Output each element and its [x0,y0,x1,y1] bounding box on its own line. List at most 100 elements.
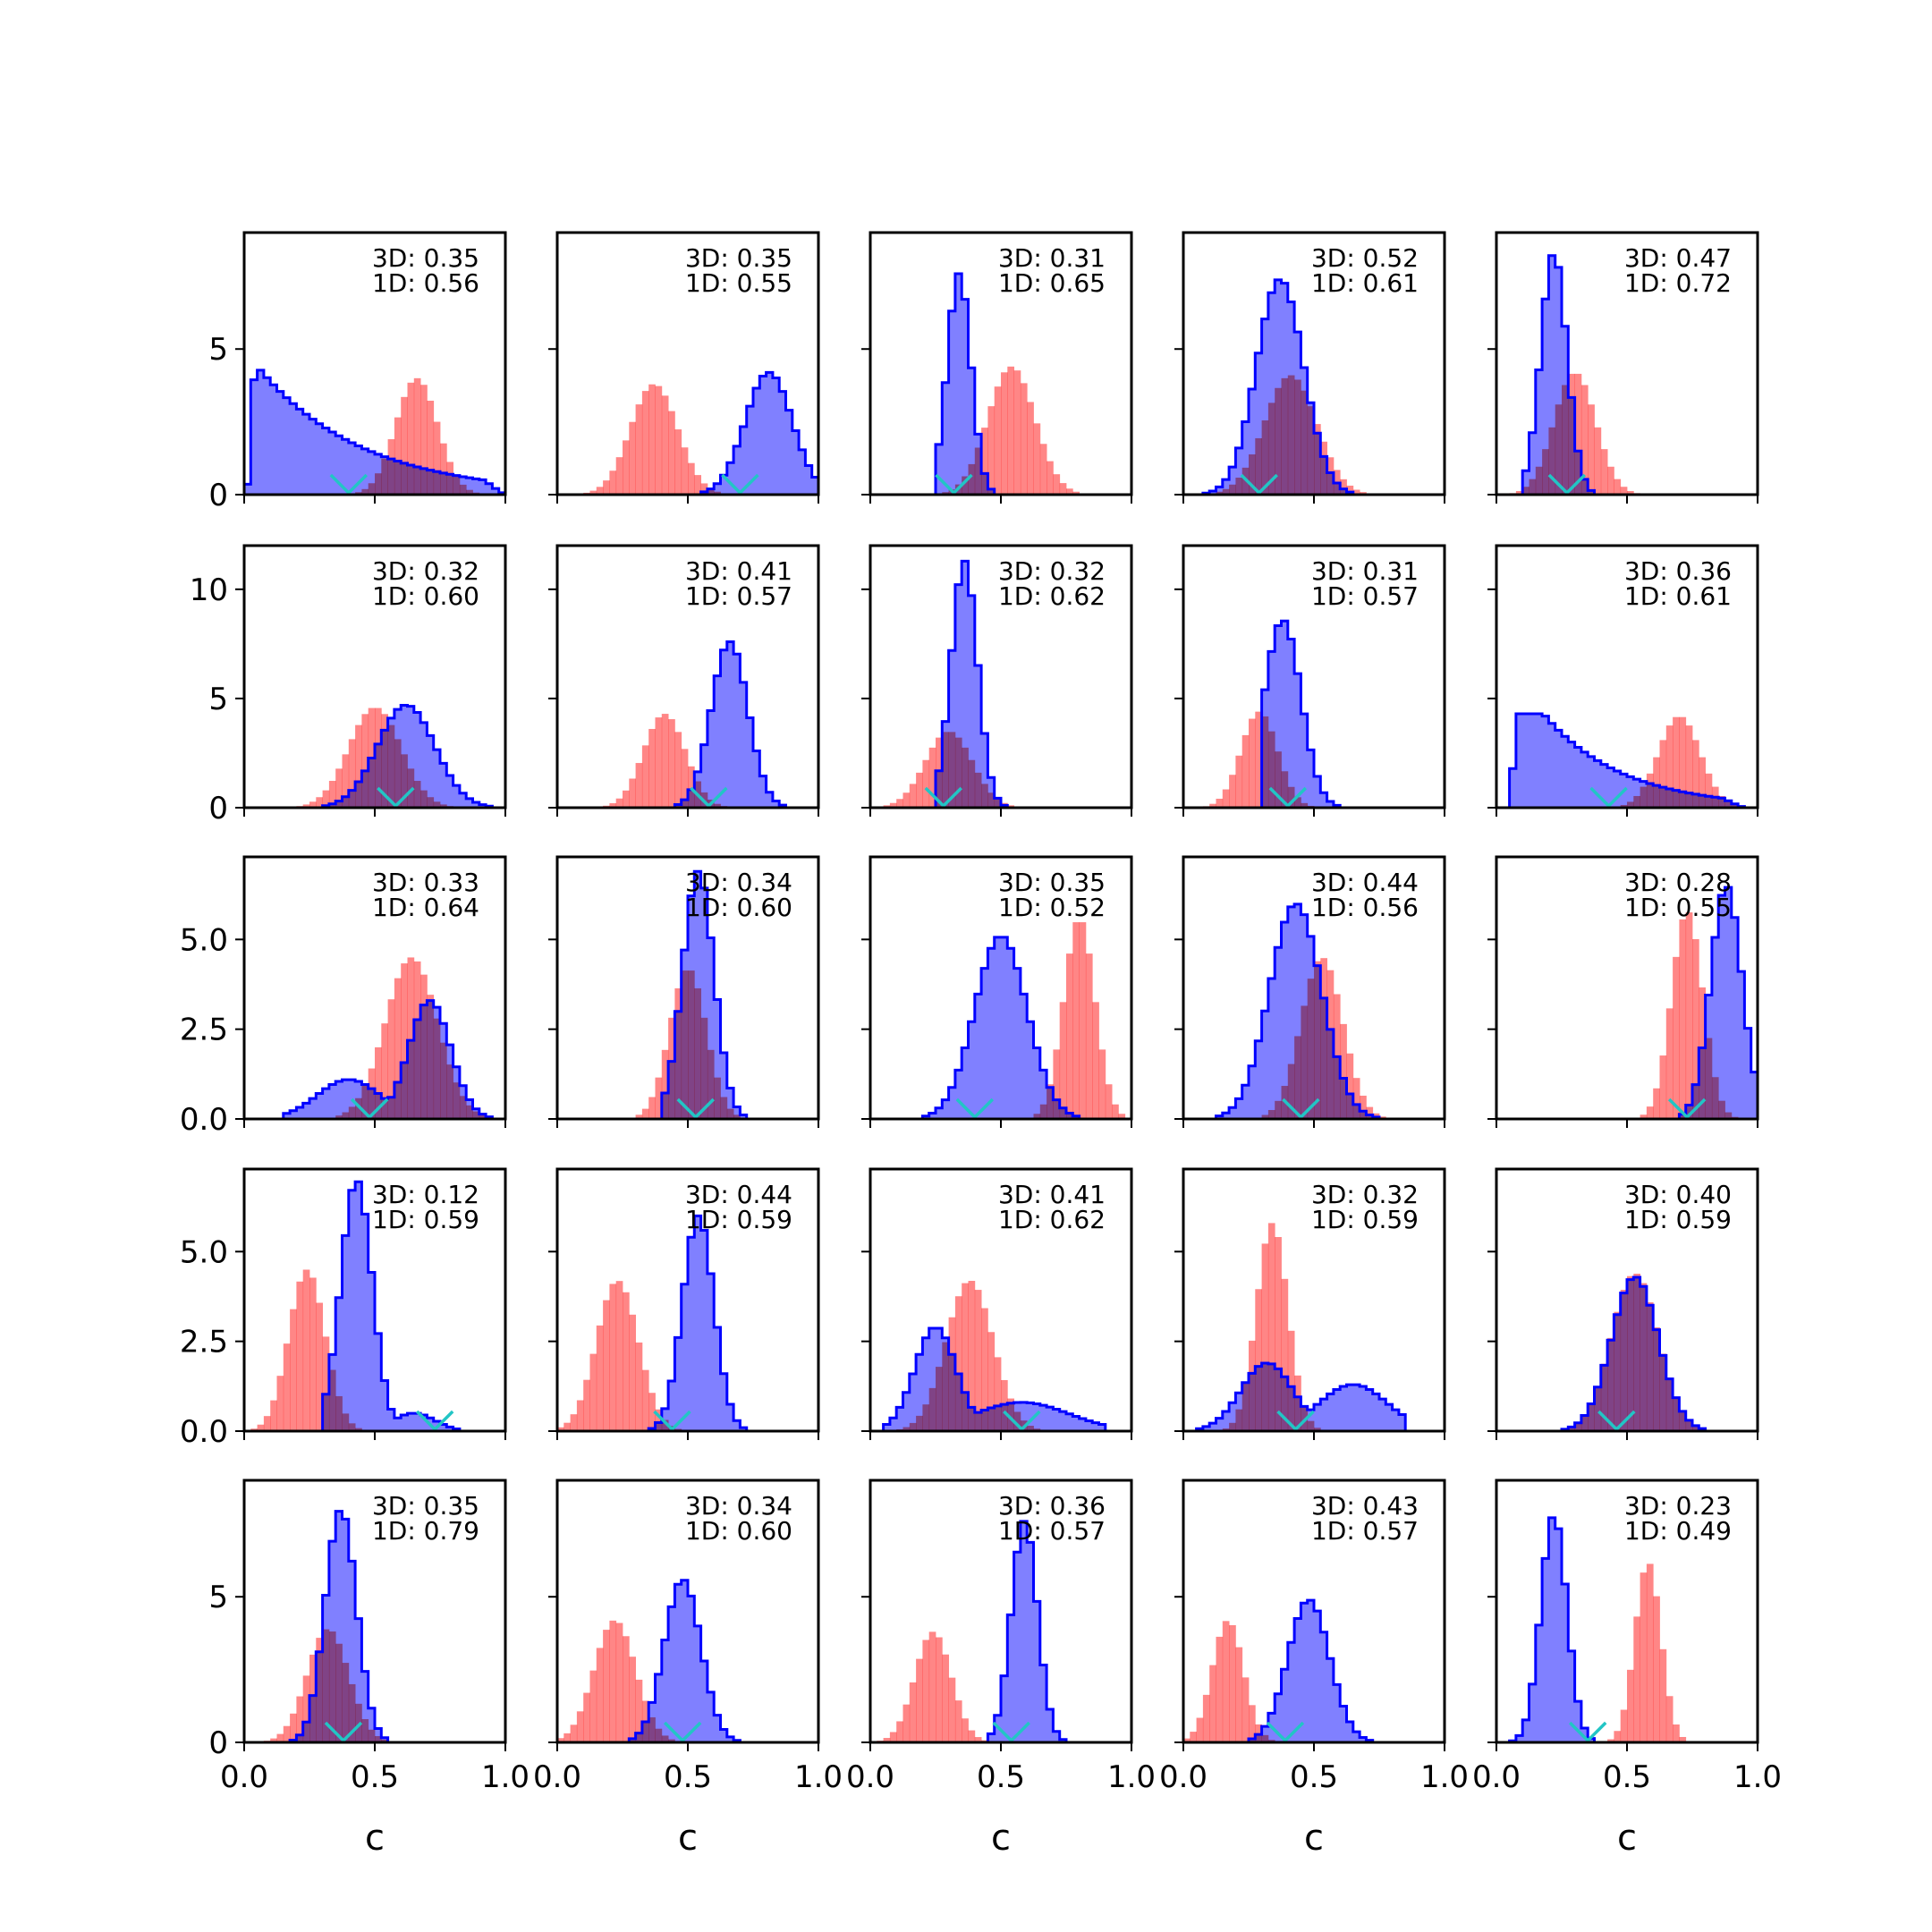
series-3d-outline [870,1326,1131,1431]
bar-1d [1673,716,1680,808]
annotation-1d: 1D: 0.59 [1311,1205,1419,1234]
bar-1d [707,488,715,495]
bar-1d [342,754,350,808]
bar-1d [361,1085,369,1119]
bar-1d [596,1325,604,1431]
bar-1d [948,1317,956,1431]
bar-1d [270,1738,277,1742]
bar-1d [387,999,395,1119]
bar-1d [1294,797,1301,808]
bar-1d [916,1658,923,1742]
bar-1d [302,1269,310,1431]
annotation-1d: 1D: 0.55 [1624,893,1732,922]
bar-1d [1209,803,1216,808]
bar-1d [655,717,663,808]
bar-1d [1307,406,1315,495]
bar-1d [355,1097,362,1119]
bar-1d [302,804,310,808]
y-tick-label: 5 [208,1580,228,1615]
bar-1d [1301,390,1309,495]
x-tick-label: 0.0 [846,1759,894,1795]
series-3d-outline [557,869,818,1119]
x-tick-label: 1.0 [1420,1759,1469,1795]
bar-1d [596,487,604,495]
bar-1d [1679,1411,1687,1431]
plot-area [557,869,818,1119]
bar-1d [609,803,617,808]
bar-1d [1685,912,1693,1119]
bar-1d [674,429,682,495]
bar-1d [342,1663,350,1742]
bar-1d [668,1739,675,1742]
bar-1d [564,1422,571,1431]
bar-1d [981,1308,988,1431]
bar-1d [1640,786,1648,808]
annotation-1d: 1D: 0.64 [372,893,479,922]
series-3d-outline [557,1579,818,1742]
bar-1d [440,1042,447,1119]
bar-1d [1202,1694,1210,1742]
bar-1d [589,1670,597,1742]
bar-1d [1059,483,1067,495]
bar-1d [1216,798,1224,808]
bar-1d [1196,1717,1204,1742]
bar-1d [1046,1084,1054,1119]
bar-1d [936,737,943,808]
bar-1d [974,1290,982,1431]
bar-1d [668,1017,675,1119]
bar-1d [994,799,1002,808]
bar-1d [394,978,402,1119]
bar-1d [1294,379,1301,495]
marker-chevron [1589,786,1628,808]
bar-1d [413,377,421,495]
bar-1d [466,1105,473,1119]
bar-1d [1614,1311,1622,1431]
bar-1d [962,1718,969,1742]
series-3d-fill [557,641,818,808]
plot-area [244,1180,505,1431]
bar-1d [954,737,962,808]
bar-1d [1614,1731,1622,1742]
bar-1d [1261,1243,1269,1431]
bar-1d [942,1654,949,1742]
bar-1d [1235,1409,1243,1431]
marker-chevron [663,1721,702,1742]
bar-1d [1222,1621,1230,1742]
bar-1d [962,747,969,808]
x-tick-label: 0.5 [977,1759,1025,1795]
bar-1d [342,1112,350,1119]
y-tick-label: 0.0 [180,1102,228,1138]
annotation-1d: 1D: 0.59 [372,1205,479,1234]
bar-1d [922,1640,930,1742]
bar-1d [1588,1402,1595,1431]
bar-1d [453,1082,461,1119]
bar-1d [1352,1078,1360,1119]
series-3d-outline [1183,1361,1445,1431]
x-tick-label: 1.0 [794,1759,843,1795]
annotation-1d: 1D: 0.65 [998,268,1106,298]
x-tick-label: 0.0 [1159,1759,1208,1795]
annotation-1d: 1D: 0.61 [1624,581,1732,611]
bar-1d [974,772,982,808]
annotation-1d: 1D: 0.56 [1311,893,1419,922]
bar-1d [623,1292,630,1431]
bar-1d [1705,1038,1713,1119]
bar-1d [883,1738,891,1742]
plot-area [1183,619,1445,808]
bar-1d [942,732,949,808]
bar-1d [290,1713,297,1742]
bar-1d [1275,387,1282,495]
bar-1d [1216,491,1224,495]
series-3d-fill [244,369,505,495]
annotation-3d: 3D: 0.36 [1624,556,1732,586]
plot-area [1496,1516,1758,1742]
bar-1d [1640,1114,1648,1119]
annotation-3d: 3D: 0.52 [1311,243,1419,273]
bar-1d [557,1427,564,1431]
bar-1d [1646,773,1654,808]
bar-1d [1620,487,1628,495]
bar-1d [1222,789,1230,808]
bar-1d [603,1300,610,1431]
